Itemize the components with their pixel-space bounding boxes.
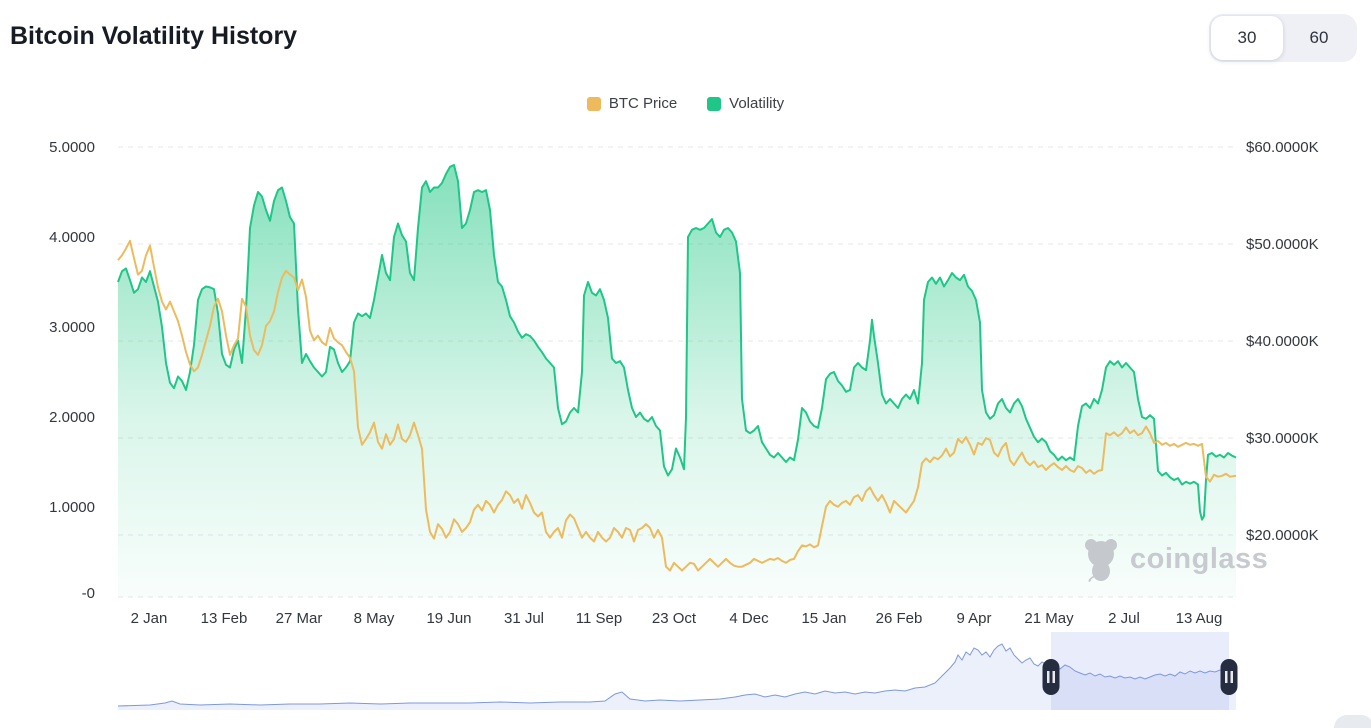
left-axis-tick: 4.0000 (49, 229, 95, 246)
legend-label: BTC Price (608, 95, 678, 112)
x-axis-tick: 2 Jul (1108, 610, 1140, 627)
range-option-60[interactable]: 60 (1309, 28, 1329, 47)
legend-item-btc-price[interactable]: BTC Price (586, 95, 678, 112)
x-axis-tick: 15 Jan (801, 610, 846, 627)
watermark-text: coinglass (1130, 542, 1269, 575)
volatility-line (117, 164, 1237, 521)
left-axis-tick: 1.0000 (49, 499, 95, 516)
range-option-30[interactable]: 30 (1211, 16, 1283, 60)
left-axis-tick: 2.0000 (49, 409, 95, 426)
x-axis-tick: 11 Sep (576, 610, 622, 627)
x-axis-tick: 26 Feb (876, 610, 923, 627)
right-axis-tick: $40.0000K (1246, 333, 1319, 350)
page-title: Bitcoin Volatility History (10, 22, 298, 50)
right-axis-tick: $60.0000K (1246, 139, 1319, 156)
right-axis-tick: $50.0000K (1246, 236, 1319, 253)
x-axis-tick: 27 Mar (276, 610, 323, 627)
chart-legend: BTC Price Volatility (0, 95, 1371, 112)
right-axis-tick: $20.0000K (1246, 527, 1319, 544)
volatility-swatch-icon (707, 96, 722, 111)
navigator[interactable] (117, 632, 1238, 710)
legend-label: Volatility (729, 95, 785, 112)
x-axis-tick: 4 Dec (729, 610, 769, 627)
range-toggle: 30 60 (1209, 14, 1357, 62)
x-axis-tick: 23 Oct (652, 610, 697, 627)
coinglass-watermark: coinglass (1080, 536, 1268, 582)
right-axis-tick: $30.0000K (1246, 430, 1319, 447)
legend-item-volatility[interactable]: Volatility (707, 95, 784, 112)
btc-price-line (117, 239, 1237, 572)
x-axis-tick: 31 Jul (504, 610, 544, 627)
navigator-area (118, 644, 1236, 710)
navigator-handle-left[interactable] (1042, 659, 1060, 695)
x-axis-tick: 13 Aug (1176, 610, 1223, 627)
x-axis-tick: 13 Feb (201, 610, 248, 627)
corner-scroll-thumb[interactable] (1334, 715, 1371, 728)
navigator-line (117, 643, 1236, 707)
x-axis-tick: 8 May (354, 610, 395, 627)
x-axis-tick: 2 Jan (131, 610, 168, 627)
x-axis-tick: 21 May (1024, 610, 1074, 627)
btc-price-swatch-icon (586, 96, 601, 111)
coinglass-mascot-icon (1085, 539, 1117, 582)
x-axis-tick: 9 Apr (956, 610, 991, 627)
navigator-selection[interactable] (1051, 632, 1229, 710)
x-axis-tick: 19 Jun (426, 610, 471, 627)
left-axis-tick: 5.0000 (49, 139, 95, 156)
navigator-handle-right[interactable] (1220, 659, 1238, 695)
volatility-area (118, 165, 1236, 597)
left-axis-tick: -0 (82, 585, 95, 602)
left-axis-tick: 3.0000 (49, 319, 95, 336)
